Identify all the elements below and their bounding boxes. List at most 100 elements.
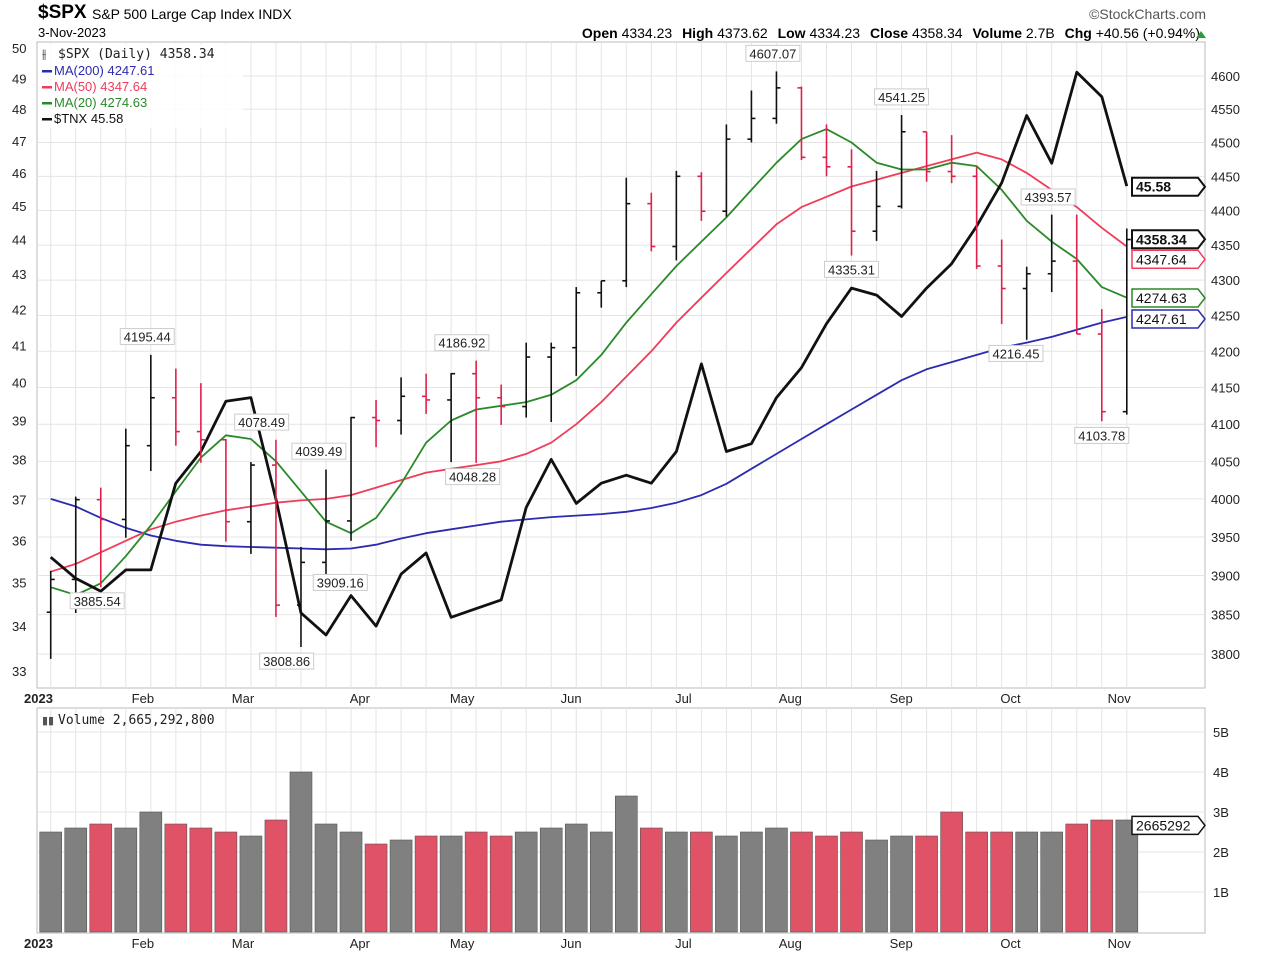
close-tag: 4358.34 xyxy=(1136,231,1187,247)
left-axis-tick: 35 xyxy=(12,576,26,591)
right-axis-tick: 3950 xyxy=(1211,530,1240,545)
volume-bar xyxy=(790,831,813,933)
volume-axis-tick: 3B xyxy=(1213,805,1229,820)
right-axis-tick: 4150 xyxy=(1211,381,1240,396)
volume-bar xyxy=(89,823,113,933)
price-bar xyxy=(1047,214,1056,293)
left-axis-tick: 46 xyxy=(12,166,26,181)
volume-bar xyxy=(139,811,163,933)
right-axis-tick: 4100 xyxy=(1211,417,1240,432)
price-bar xyxy=(171,368,180,446)
right-axis-tick: 3900 xyxy=(1211,569,1240,584)
price-bar xyxy=(422,373,431,414)
volume-bar xyxy=(539,827,563,933)
right-axis-tick: 4050 xyxy=(1211,454,1240,469)
bar-chart-icon: ⫲ xyxy=(42,46,46,61)
volume-bar xyxy=(264,819,288,933)
volume-bar xyxy=(489,835,513,933)
volume-bar xyxy=(339,831,363,933)
price-bar xyxy=(96,487,105,588)
volume-bar xyxy=(239,835,263,933)
right-axis-tick: 4400 xyxy=(1211,204,1240,219)
volume-bar xyxy=(990,831,1013,933)
symbol-title: $SPX xyxy=(38,2,87,23)
annotation-box xyxy=(445,468,501,486)
price-bar xyxy=(1072,214,1081,335)
volume-bar xyxy=(589,831,613,933)
legend-price: $SPX (Daily) 4358.34 xyxy=(58,47,215,62)
chg-value: +40.56 (+0.94%) xyxy=(1095,25,1200,41)
annotation-label: 4607.07 xyxy=(749,46,796,61)
annotation-box xyxy=(824,260,880,278)
x-axis-label: Jun xyxy=(561,691,582,706)
annotation-label: 4039.49 xyxy=(295,444,342,459)
legend-swatch-ma200 xyxy=(42,70,52,73)
volume-bar xyxy=(690,831,713,933)
annotation-box xyxy=(119,328,175,346)
price-bar xyxy=(847,149,856,256)
volume-bar xyxy=(1040,831,1064,933)
annotation-box xyxy=(988,344,1044,362)
price-bar xyxy=(972,166,981,269)
annotation-label: 4335.31 xyxy=(828,262,875,277)
stockcharts-brand[interactable]: ©StockCharts.com xyxy=(1089,6,1206,22)
annotation-label: 3909.16 xyxy=(317,575,364,590)
volume-bar xyxy=(1015,831,1039,933)
x-axis-label: Mar xyxy=(232,936,255,951)
volume-label: Volume xyxy=(972,25,1022,41)
price-bar xyxy=(246,462,255,554)
price-bar xyxy=(522,342,531,418)
left-axis-tick: 42 xyxy=(12,302,26,317)
x-axis-label: Jul xyxy=(675,691,692,706)
x-axis-label: Aug xyxy=(779,936,802,951)
x-axis-label: Jul xyxy=(675,936,692,951)
tnx-line xyxy=(49,70,1129,637)
volume-axis-tick: 2B xyxy=(1213,845,1229,860)
ma200-tag: 4247.61 xyxy=(1136,311,1187,327)
legend-ma50: MA(50) 4347.64 xyxy=(54,79,147,94)
legend-ma20: MA(20) 4274.63 xyxy=(54,95,147,110)
price-bar xyxy=(121,428,130,538)
volume-bar xyxy=(39,831,63,933)
left-axis-tick: 49 xyxy=(12,71,26,86)
left-axis-tick: 43 xyxy=(12,267,26,282)
left-axis-tick: 44 xyxy=(12,233,26,248)
x-axis-label: 2023 xyxy=(24,691,53,706)
right-axis-tick: 4250 xyxy=(1211,308,1240,323)
annotation-box xyxy=(312,573,368,591)
right-axis-tick: 4200 xyxy=(1211,344,1240,359)
annotation-box xyxy=(1020,188,1076,206)
close-tag-frame xyxy=(1131,229,1207,250)
volume-bar xyxy=(314,823,338,933)
price-bar xyxy=(597,279,606,308)
volume-bars-icon: ▮▮ xyxy=(42,715,54,727)
annotation-label: 4541.25 xyxy=(878,90,925,105)
left-axis-tick: 40 xyxy=(12,375,26,390)
price-bar xyxy=(1022,266,1031,340)
volume-bar xyxy=(765,827,788,933)
volume-bar xyxy=(564,823,588,933)
price-panel-frame xyxy=(36,41,1206,689)
tnx-tag: 45.58 xyxy=(1136,179,1171,195)
price-bar xyxy=(772,71,781,124)
right-axis-tick: 4300 xyxy=(1211,273,1240,288)
price-bar xyxy=(997,239,1006,325)
price-bar xyxy=(46,570,55,659)
ma200-line xyxy=(50,316,1128,551)
close-label: Close xyxy=(869,25,909,41)
price-bar xyxy=(196,383,205,463)
annotation-label: 4216.45 xyxy=(992,346,1039,361)
right-axis-tick: 4450 xyxy=(1211,169,1240,184)
tnx-tag-frame xyxy=(1131,176,1207,197)
volume-bar xyxy=(364,843,388,933)
price-bar xyxy=(872,170,881,241)
price-bar xyxy=(622,177,631,288)
right-axis-tick: 3850 xyxy=(1211,608,1240,623)
left-axis-tick: 33 xyxy=(12,664,26,679)
low-value: 4334.23 xyxy=(809,25,861,41)
volume-value: 2.7B xyxy=(1025,25,1055,41)
ma50-tag-frame xyxy=(1131,249,1206,270)
volume-bar xyxy=(214,831,238,933)
annotation-label: 4103.78 xyxy=(1078,428,1125,443)
